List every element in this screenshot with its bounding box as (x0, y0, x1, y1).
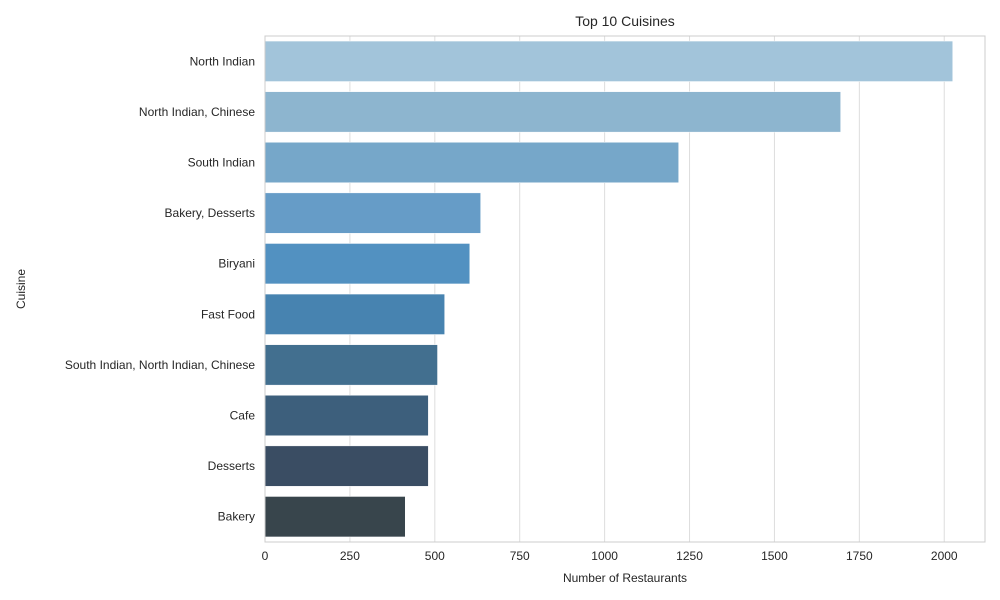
bar (264, 344, 438, 386)
x-tick-label: 750 (510, 549, 530, 563)
plot-frame (264, 35, 986, 543)
x-axis-label: Number of Restaurants (563, 571, 687, 585)
y-tick-label: Cafe (230, 409, 256, 423)
bar (264, 293, 445, 335)
y-tick-labels: North Indian North Indian, Chinese South I… (65, 54, 255, 523)
x-tick-label: 0 (262, 549, 269, 563)
bars (264, 40, 953, 538)
bar (264, 243, 471, 285)
y-tick-label: South Indian (188, 156, 255, 170)
bar (264, 91, 841, 133)
bar (264, 496, 406, 538)
x-tick-label: 1500 (761, 549, 788, 563)
y-tick-label: Bakery (218, 510, 255, 524)
y-tick-label: North Indian, Chinese (139, 105, 255, 119)
x-tick-label: 1750 (846, 549, 873, 563)
y-tick-label: North Indian (190, 54, 255, 68)
bar (264, 192, 481, 234)
x-tick-label: 1000 (591, 549, 618, 563)
y-tick-label: Desserts (208, 459, 255, 473)
x-tick-label: 500 (425, 549, 445, 563)
bar (264, 445, 429, 487)
x-tick-label: 250 (340, 549, 360, 563)
bar (264, 395, 429, 436)
y-tick-label: Fast Food (201, 307, 255, 321)
y-axis-label: Cuisine (14, 269, 28, 309)
bar (264, 142, 679, 183)
bar (264, 40, 953, 82)
x-tick-labels: 0 250 500 750 1000 1250 1500 1750 2000 (262, 549, 958, 563)
x-tick-label: 1250 (676, 549, 703, 563)
x-tick-label: 2000 (931, 549, 958, 563)
y-tick-label: South Indian, North Indian, Chinese (65, 358, 255, 372)
y-tick-label: Bakery, Desserts (165, 206, 255, 220)
chart-title: Top 10 Cuisines (575, 13, 675, 29)
y-tick-label: Biryani (218, 257, 255, 271)
